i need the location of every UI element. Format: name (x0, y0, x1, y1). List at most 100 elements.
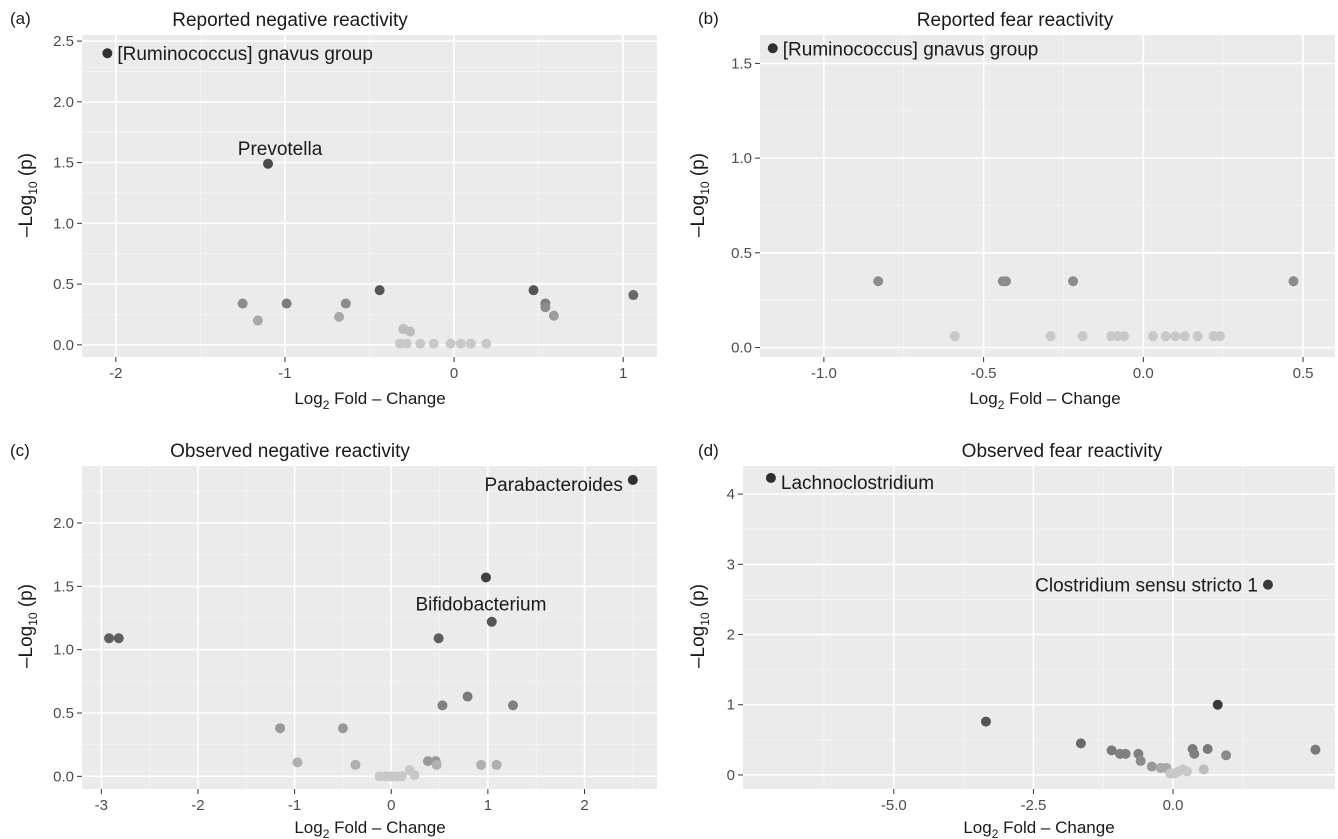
data-point (350, 759, 361, 770)
x-tick-label: 0 (450, 365, 458, 382)
x-tick-label: 1 (619, 365, 627, 382)
x-tick-label: -2 (109, 365, 122, 382)
data-point (334, 311, 345, 322)
data-point (409, 770, 420, 781)
y-tick-label: 0.5 (731, 245, 752, 262)
data-point (1170, 331, 1181, 342)
panel-label: (a) (10, 9, 31, 28)
data-point (1120, 748, 1131, 759)
x-axis-label-suffix: Fold – Change (1004, 389, 1120, 408)
chart-title: Reported negative reactivity (172, 10, 408, 31)
x-tick-label: -1.0 (811, 365, 837, 382)
y-tick-label: 1.5 (53, 155, 74, 172)
x-tick-label: 2 (580, 797, 588, 814)
panel-label: (d) (698, 441, 719, 460)
data-point (628, 290, 639, 301)
point-annotation: Lachnoclostridium (781, 473, 934, 494)
data-point (1192, 331, 1203, 342)
data-point (873, 276, 884, 287)
data-point (252, 315, 263, 326)
y-tick-label: 3 (727, 556, 735, 573)
point-annotation: [Ruminococcus] gnavus group (117, 44, 373, 65)
x-tick-label: -3 (95, 797, 108, 814)
x-tick-label: 0.0 (1133, 365, 1154, 382)
point-annotation: Clostridium sensu stricto 1 (1035, 576, 1258, 597)
data-point (401, 338, 412, 349)
data-point (1262, 579, 1273, 590)
data-point (337, 723, 348, 734)
data-point (405, 326, 416, 337)
x-axis-label-main: Log (969, 389, 997, 408)
y-axis-label-main: –Log (688, 626, 709, 668)
x-axis-label: Log2 Fold – Change (963, 818, 1114, 839)
x-tick-label: -2.5 (1020, 797, 1046, 814)
data-point (415, 338, 426, 349)
data-point (445, 338, 456, 349)
data-point (1202, 743, 1213, 754)
data-point (1310, 744, 1321, 755)
x-axis-label-subscript: 2 (998, 398, 1005, 412)
data-point (949, 331, 960, 342)
data-point (1106, 745, 1117, 756)
y-axis-label: –Log10 (p) (16, 153, 40, 237)
data-point (396, 771, 407, 782)
data-point (1147, 331, 1158, 342)
panel-label: (b) (698, 9, 719, 28)
x-axis-label-main: Log (294, 389, 322, 408)
y-tick-label: 1.5 (731, 55, 752, 72)
x-tick-label: 0.0 (1163, 797, 1184, 814)
data-point (102, 48, 113, 59)
plot-background (743, 466, 1335, 789)
x-axis-label-main: Log (963, 818, 991, 837)
chart-title: Observed negative reactivity (170, 441, 410, 462)
y-axis-label: –Log10 (p) (16, 584, 40, 668)
data-point (374, 285, 385, 296)
point-annotation: Bifidobacterium (415, 594, 546, 615)
x-tick-label: 1 (484, 797, 492, 814)
chart-panel-b: (b) Reported fear reactivity -1.0 -0.5 0.0 0.… (688, 9, 1335, 412)
y-axis-label-suffix: (p) (688, 153, 709, 182)
y-axis-label-subscript: 10 (698, 181, 712, 195)
y-tick-label: 1.5 (53, 578, 74, 595)
data-point (113, 633, 124, 644)
y-tick-label: 1.0 (53, 642, 74, 659)
data-point (1182, 766, 1192, 777)
data-point (1075, 738, 1086, 749)
data-point (1119, 331, 1130, 342)
point-annotation: Parabacteroides (484, 475, 622, 496)
data-point (1135, 755, 1146, 766)
data-point (1215, 331, 1225, 342)
y-axis-label-suffix: (p) (16, 584, 37, 613)
y-tick-label: 1 (727, 697, 735, 714)
data-point (462, 691, 473, 702)
data-point (422, 756, 433, 767)
point-annotation: [Ruminococcus] gnavus group (783, 39, 1039, 60)
data-point (980, 716, 991, 727)
y-axis-label: –Log10 (p) (688, 584, 712, 668)
y-tick-label: 0 (727, 767, 735, 784)
x-axis-label: Log2 Fold – Change (294, 818, 445, 839)
x-tick-label: -5.0 (881, 797, 907, 814)
data-point (1189, 748, 1200, 759)
data-point (480, 572, 491, 583)
x-tick-label: -0.5 (971, 365, 997, 382)
data-point (767, 43, 778, 54)
y-tick-label: 1.0 (731, 150, 752, 167)
x-axis-label-subscript: 2 (323, 398, 330, 412)
chart-panel-c: (c) Observed negative reactivity -3 -2 -1 0 1 2… (10, 441, 657, 839)
y-tick-label: 2.0 (53, 94, 74, 111)
y-tick-label: 2.0 (53, 515, 74, 532)
data-point (548, 310, 559, 321)
x-tick-label: 0.5 (1293, 365, 1314, 382)
y-axis-label-subscript: 10 (698, 612, 712, 626)
y-axis-label-main: –Log (16, 626, 37, 668)
plot-background (82, 466, 657, 789)
chart-panel-d: (d) Observed fear reactivity -5.0 -2.5 0.0 0 1… (688, 441, 1335, 839)
x-axis-label-suffix: Fold – Change (329, 389, 445, 408)
data-point (1198, 764, 1209, 775)
y-tick-label: 0.0 (53, 768, 74, 785)
y-axis-label-subscript: 10 (26, 612, 40, 626)
data-point (1221, 750, 1232, 761)
data-point (481, 338, 492, 349)
chart-panel-a: (a) Reported negative reactivity -2 -1 0 1 0.0… (10, 9, 657, 412)
